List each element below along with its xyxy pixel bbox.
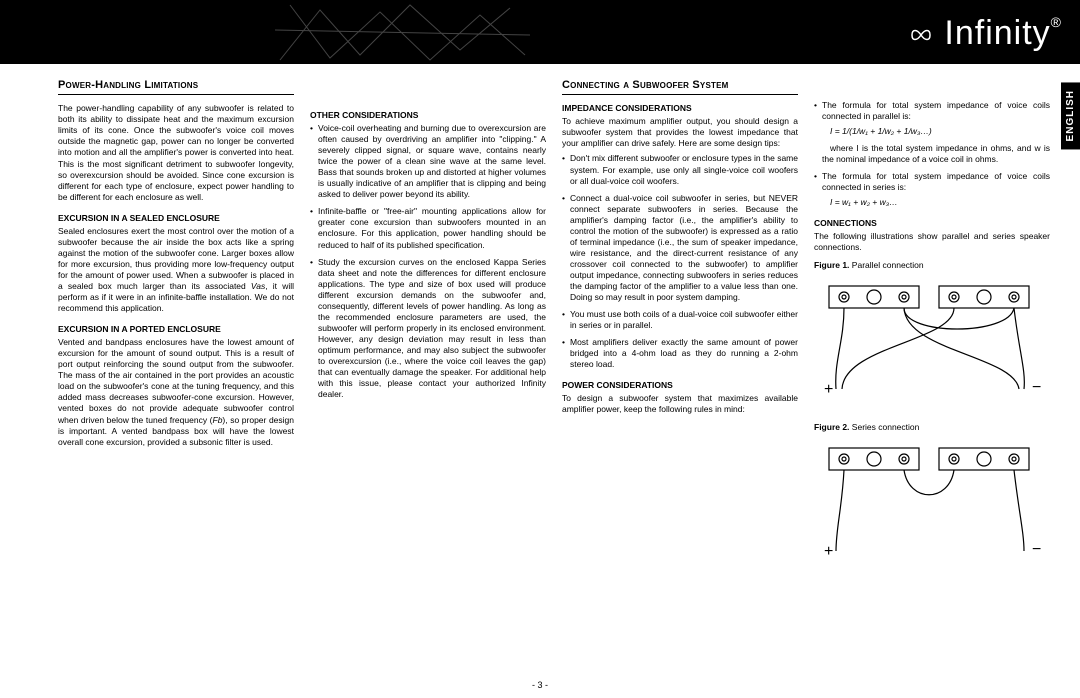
svg-text:+: + — [824, 381, 833, 398]
header-decoration — [270, 0, 530, 64]
body-text: To design a subwoofer system that maximi… — [562, 393, 798, 415]
subhead-sealed: Excursion in a Sealed Enclosure — [58, 213, 294, 224]
brand-logo: Infinity® — [902, 14, 1062, 53]
svg-text:−: − — [1032, 541, 1041, 558]
formula-parallel: I = 1/(1/w₁ + 1/w₂ + 1/w₃…) — [830, 126, 1050, 137]
bullet-list: Voice-coil overheating and burning due t… — [310, 123, 546, 400]
vas-symbol: Vas — [251, 281, 265, 291]
content-columns: Power-Handling Limitations The power-han… — [58, 78, 1056, 578]
column-2: Other Considerations Voice-coil overheat… — [310, 78, 546, 578]
subhead-connections: Connections — [814, 218, 1050, 229]
column-4: The formula for total system impedance o… — [814, 78, 1050, 578]
column-3: Connecting a Subwoofer System Impedance … — [562, 78, 798, 578]
list-item: Voice-coil overheating and burning due t… — [310, 123, 546, 200]
svg-text:−: − — [1032, 379, 1041, 396]
brand-text: Infinity — [944, 14, 1050, 52]
list-item: Don't mix different subwoofer or enclosu… — [562, 153, 798, 186]
parallel-connection-diagram: + − — [814, 281, 1044, 401]
series-connection-diagram: + − — [814, 443, 1044, 563]
heading-power-handling: Power-Handling Limitations — [58, 78, 294, 95]
list-item: The formula for total system impedance o… — [814, 100, 1050, 165]
formula-series: I = w₁ + w₂ + w₃… — [830, 197, 1050, 208]
subhead-impedance: Impedance Considerations — [562, 103, 798, 114]
svg-text:+: + — [824, 543, 833, 560]
body-text: To achieve maximum amplifier output, you… — [562, 116, 798, 149]
column-1: Power-Handling Limitations The power-han… — [58, 78, 294, 578]
heading-connecting: Connecting a Subwoofer System — [562, 78, 798, 95]
fb-symbol: Fb — [213, 415, 223, 425]
list-item: Infinite-baffle or "free-air" mounting a… — [310, 206, 546, 250]
subhead-power: Power Considerations — [562, 380, 798, 391]
subhead-other: Other Considerations — [310, 110, 546, 121]
language-tab: ENGLISH — [1061, 82, 1080, 149]
figure-1-caption: Figure 1. Parallel connection — [814, 260, 1050, 271]
list-item: Study the excursion curves on the enclos… — [310, 257, 546, 401]
list-item: The formula for total system impedance o… — [814, 171, 1050, 208]
body-text: Vented and bandpass enclosures have the … — [58, 337, 294, 447]
body-text: The power-handling capability of any sub… — [58, 103, 294, 202]
body-text: The following illustrations show paralle… — [814, 231, 1050, 253]
body-text: Sealed enclosures exert the most control… — [58, 226, 294, 314]
page-number: - 3 - — [532, 680, 548, 690]
page-content: ENGLISH Power-Handling Limitations The p… — [0, 64, 1080, 698]
header-bar: Infinity® — [0, 0, 1080, 64]
infinity-icon — [902, 19, 940, 51]
list-item: Connect a dual-voice coil subwoofer in s… — [562, 193, 798, 303]
list-item: You must use both coils of a dual-voice … — [562, 309, 798, 331]
bullet-list: The formula for total system impedance o… — [814, 100, 1050, 208]
list-item: Most amplifiers deliver exactly the same… — [562, 337, 798, 370]
figure-2-caption: Figure 2. Series connection — [814, 422, 1050, 433]
subhead-ported: Excursion in a Ported Enclosure — [58, 324, 294, 335]
bullet-list: Don't mix different subwoofer or enclosu… — [562, 153, 798, 370]
